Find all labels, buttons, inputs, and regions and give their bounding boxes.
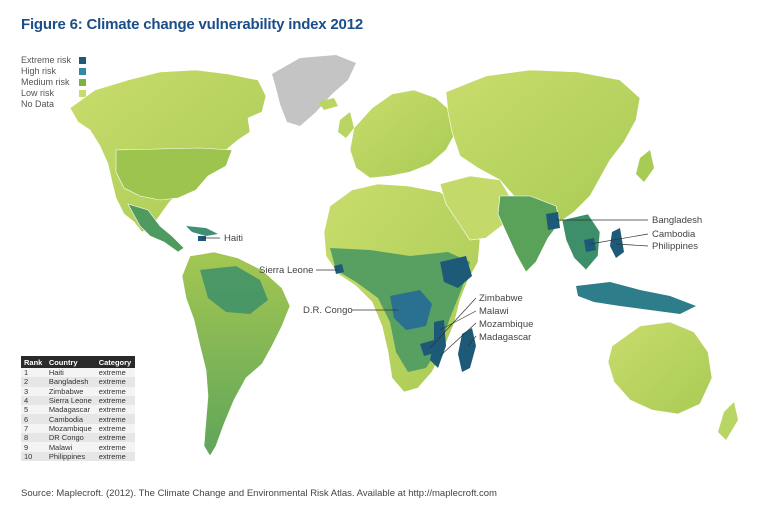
legend-item-medium: Medium risk — [21, 77, 91, 88]
philippines — [610, 228, 624, 258]
table-body: 1 Haiti extreme 2 Bangladesh extreme 3 Zimbabwe… — [21, 368, 135, 461]
callout-dr-congo: D.R. Congo — [303, 305, 353, 316]
table-row: 2 Bangladesh extreme — [21, 377, 135, 387]
europe — [349, 89, 457, 179]
category-cell: extreme — [95, 377, 135, 387]
callout-philippines: Philippines — [652, 241, 698, 252]
category-cell: extreme — [95, 368, 135, 378]
rank-cell: 7 — [21, 423, 46, 434]
dr-congo — [390, 290, 432, 330]
country-cell: Malawi — [45, 442, 96, 452]
column-header-country: Country — [45, 356, 96, 368]
caribbean — [186, 226, 218, 236]
australia — [607, 321, 713, 415]
rank-cell: 9 — [21, 442, 46, 452]
callout-zimbabwe: Zimbabwe — [479, 293, 523, 304]
legend-label: High risk — [21, 66, 57, 76]
figure-title: Figure 6: Climate change vulnerability i… — [21, 16, 363, 33]
legend-label: Medium risk — [21, 77, 70, 87]
country-cell: Sierra Leone — [45, 395, 96, 406]
south-asia — [497, 195, 561, 273]
usa-region — [115, 147, 233, 201]
legend-item-high: High risk — [21, 66, 91, 77]
country-cell: Philippines — [45, 451, 96, 461]
table-row: 6 Cambodia extreme — [21, 414, 135, 424]
rank-cell: 6 — [21, 414, 46, 424]
country-cell: Madagascar — [45, 405, 96, 415]
source-note: Source: Maplecroft. (2012). The Climate … — [21, 488, 497, 499]
new-zealand — [718, 402, 738, 440]
category-cell: extreme — [95, 423, 135, 434]
indonesia — [576, 282, 696, 314]
madagascar — [458, 328, 476, 372]
table-row: 7 Mozambique extreme — [21, 423, 135, 434]
middle-east — [439, 175, 513, 241]
category-cell: extreme — [95, 405, 135, 415]
category-cell: extreme — [95, 414, 135, 424]
legend-item-extreme: Extreme risk — [21, 55, 91, 66]
column-header-rank: Rank — [21, 356, 46, 368]
mozambique-malawi — [430, 320, 446, 368]
table-row: 5 Madagascar extreme — [21, 405, 135, 415]
haiti — [198, 236, 206, 241]
country-cell: Cambodia — [45, 414, 96, 424]
callout-haiti: Haiti — [224, 233, 243, 244]
category-cell: extreme — [95, 386, 135, 396]
bangladesh — [546, 212, 560, 230]
legend-swatch — [79, 90, 86, 97]
cambodia — [584, 238, 596, 252]
rank-cell: 1 — [21, 368, 46, 378]
table-row: 9 Malawi extreme — [21, 442, 135, 452]
callout-leaders — [202, 219, 649, 357]
japan — [636, 150, 654, 182]
callout-malawi: Malawi — [479, 306, 509, 317]
column-header-category: Category — [95, 356, 135, 368]
legend-swatch — [79, 68, 86, 75]
amazon-region — [200, 266, 268, 314]
central-america — [127, 203, 185, 253]
legend-label: Low risk — [21, 88, 55, 98]
ranking-table: Rank Country Category 1 Haiti extreme 2 Bang… — [21, 356, 135, 461]
country-cell: Mozambique — [45, 423, 96, 434]
legend-label: Extreme risk — [21, 55, 72, 65]
category-cell: extreme — [95, 433, 135, 443]
callout-madagascar: Madagascar — [479, 332, 531, 343]
callout-bangladesh: Bangladesh — [652, 215, 702, 226]
east-africa — [440, 256, 472, 288]
callout-cambodia: Cambodia — [652, 229, 696, 240]
legend-label: No Data — [21, 99, 55, 109]
uk — [338, 112, 354, 138]
table-row: 1 Haiti extreme — [21, 368, 135, 378]
rank-cell: 2 — [21, 377, 46, 387]
rank-cell: 10 — [21, 451, 46, 461]
rank-cell: 8 — [21, 433, 46, 443]
table-row: 4 Sierra Leone extreme — [21, 395, 135, 406]
greenland — [272, 55, 356, 126]
iceland — [318, 98, 338, 110]
country-cell: Bangladesh — [45, 377, 96, 387]
legend-item-low: Low risk — [21, 88, 91, 99]
country-cell: DR Congo — [45, 433, 96, 443]
world-map: Haiti Sierra Leone D.R. Congo Bangladesh… — [69, 55, 738, 457]
sierra-leone — [334, 264, 344, 274]
country-cell: Zimbabwe — [45, 386, 96, 396]
rank-cell: 4 — [21, 395, 46, 406]
category-cell: extreme — [95, 442, 135, 452]
callout-mozambique: Mozambique — [479, 319, 533, 330]
asia — [445, 69, 641, 223]
category-cell: extreme — [95, 395, 135, 406]
legend-swatch — [79, 57, 86, 64]
rank-cell: 5 — [21, 405, 46, 415]
table-row: 3 Zimbabwe extreme — [21, 386, 135, 396]
category-cell: extreme — [95, 451, 135, 461]
callout-sierra-leone: Sierra Leone — [259, 265, 313, 276]
legend-swatch — [79, 79, 86, 86]
rank-cell: 3 — [21, 386, 46, 396]
table-row: 10 Philippines extreme — [21, 451, 135, 461]
country-cell: Haiti — [45, 368, 96, 378]
southeast-asia — [561, 213, 601, 271]
table-row: 8 DR Congo extreme — [21, 433, 135, 443]
table-header-row: Rank Country Category — [21, 356, 135, 368]
